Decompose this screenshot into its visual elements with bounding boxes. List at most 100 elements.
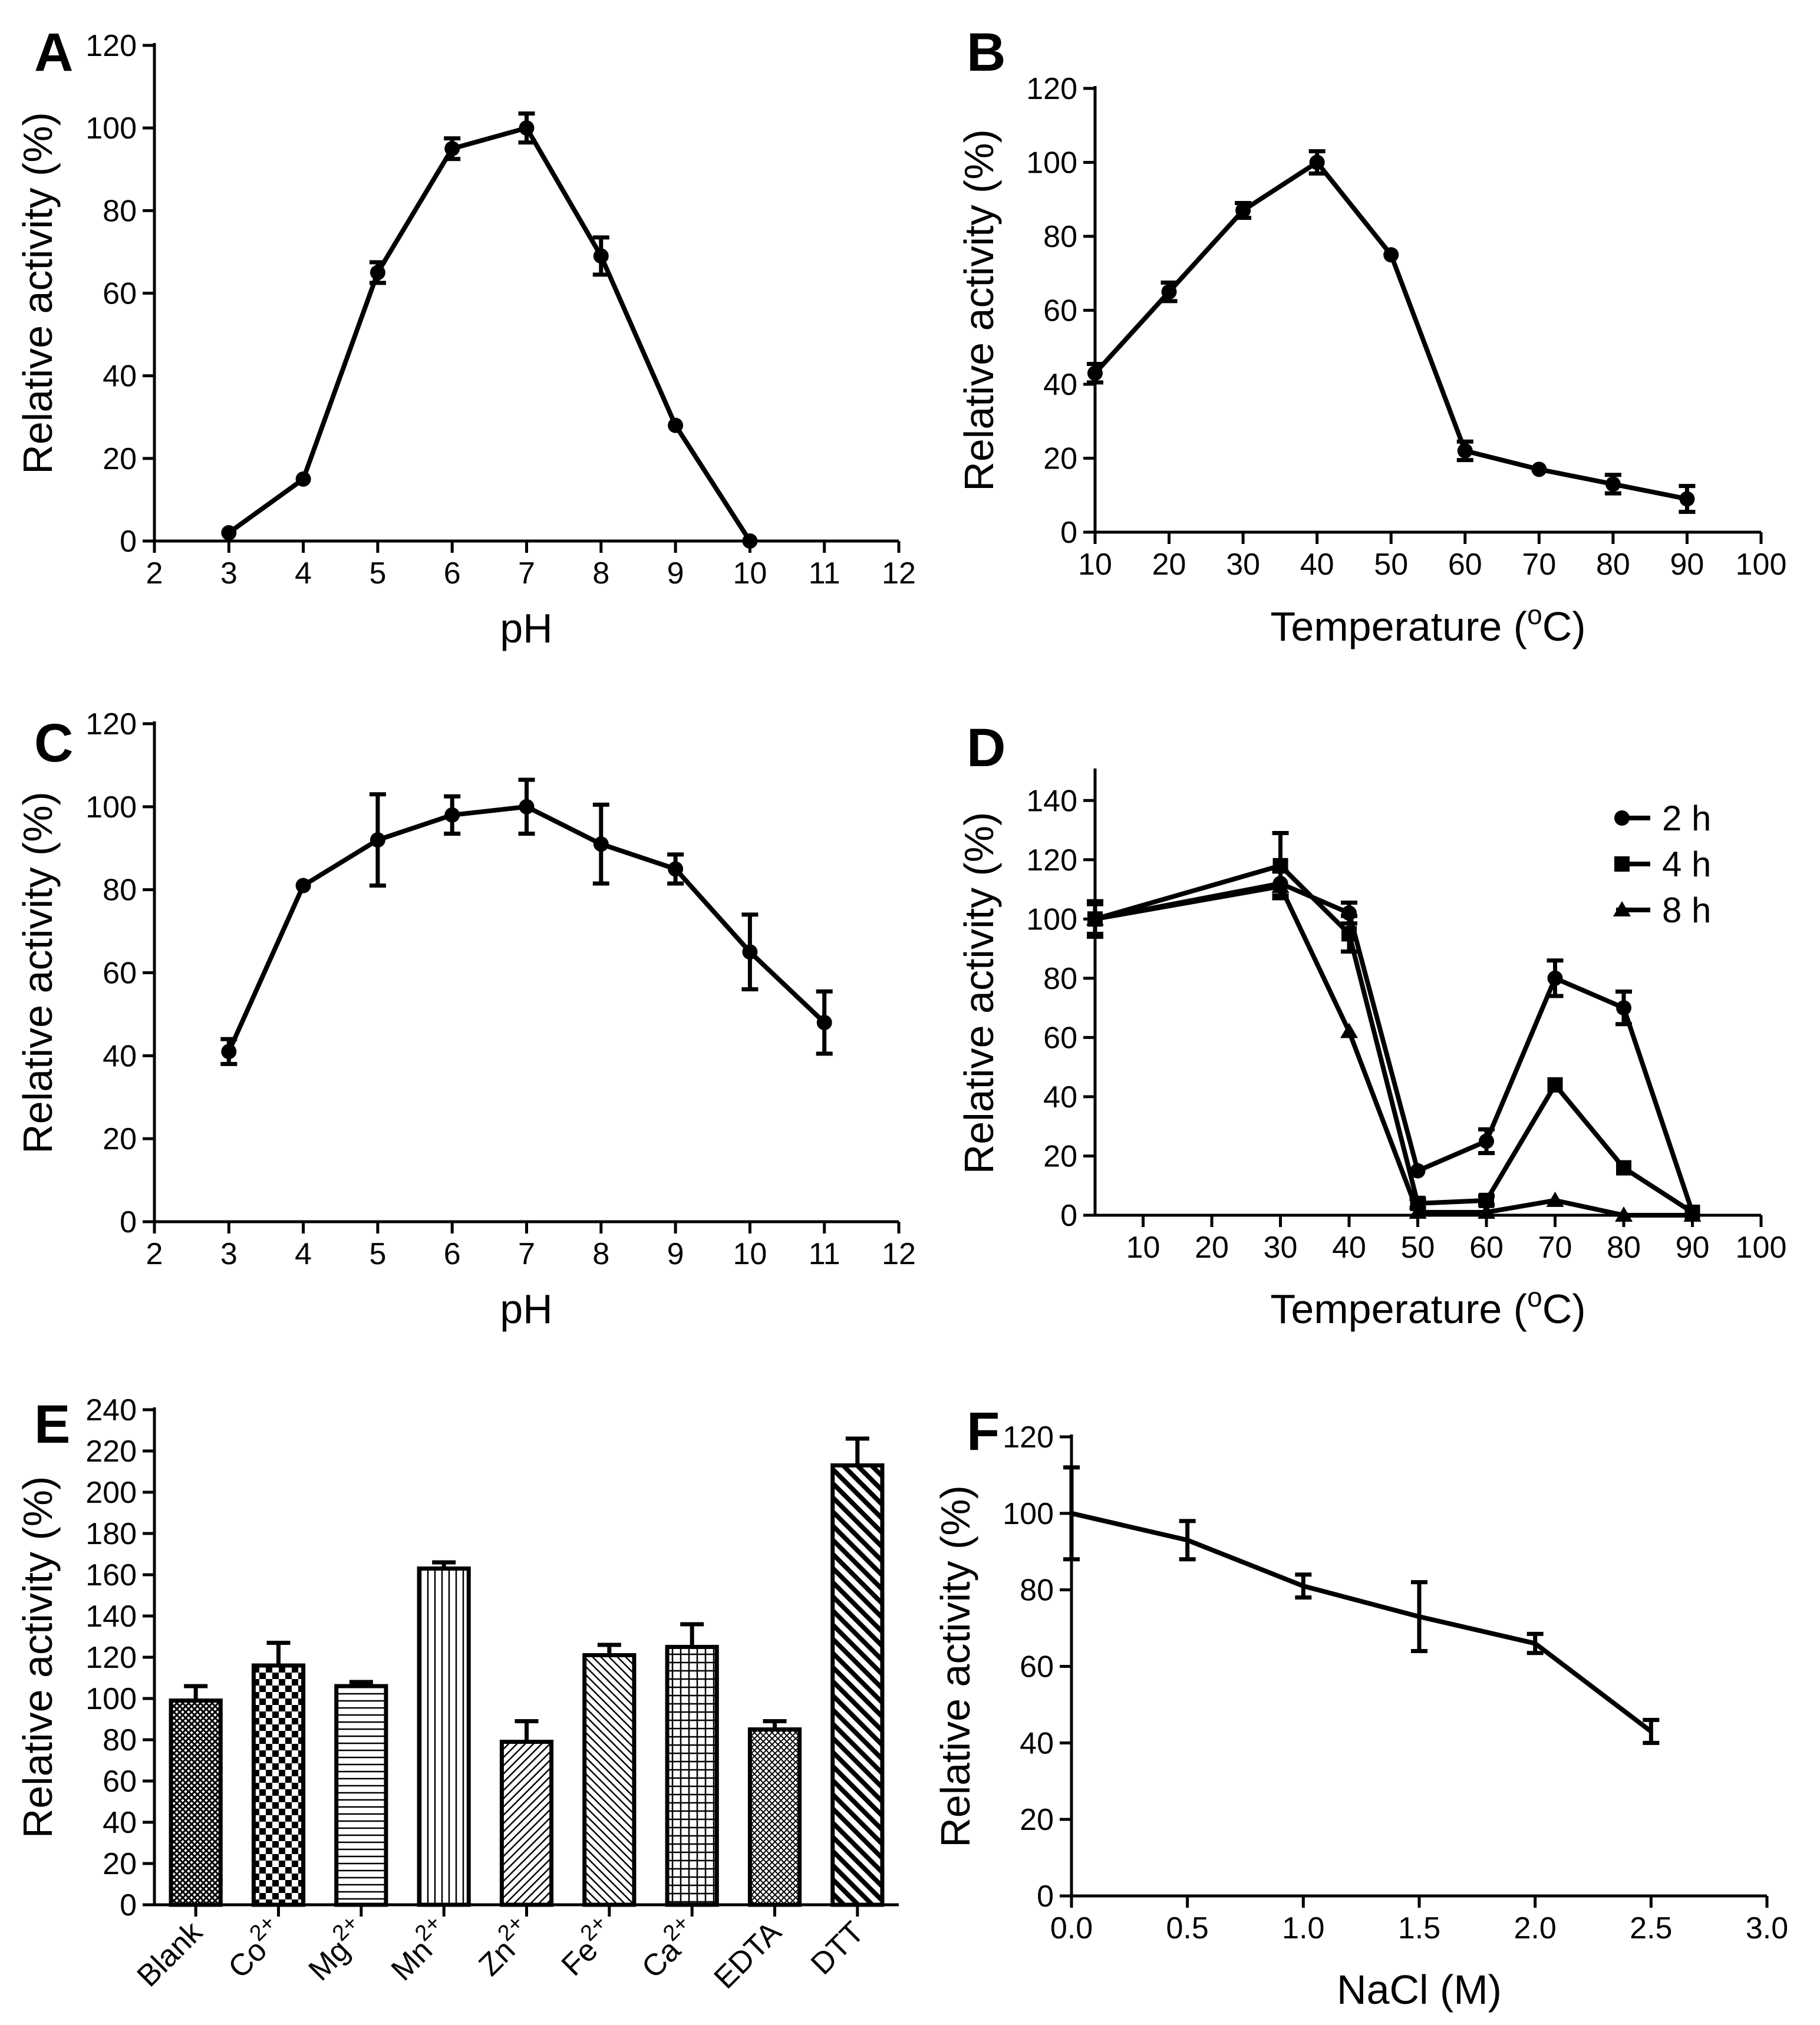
- data-point: [1531, 461, 1547, 477]
- data-point: [1272, 858, 1288, 873]
- y-tick-label: 120: [85, 1641, 137, 1675]
- y-tick-label: 80: [1043, 220, 1077, 254]
- x-axis-title: Temperature (oC): [1270, 1282, 1585, 1332]
- data-point: [1479, 1133, 1495, 1149]
- panel-letter: A: [34, 22, 73, 83]
- y-tick-label: 60: [1043, 294, 1077, 328]
- bar: [582, 1653, 637, 1907]
- data-point: [221, 1044, 237, 1060]
- y-axis-title: Relative activity (%): [15, 112, 61, 474]
- bar-ca: Ca2+: [635, 1622, 719, 1985]
- y-tick-label: 40: [1043, 1080, 1077, 1114]
- x-tick-label: 50: [1401, 1231, 1435, 1265]
- data-point: [295, 878, 311, 893]
- y-tick-label: 120: [1003, 1420, 1054, 1455]
- bar: [830, 1463, 885, 1907]
- axis-title-superscript: o: [1527, 1282, 1542, 1312]
- category-label-base: DTT: [805, 1915, 871, 1981]
- y-tick-label: 0: [120, 1888, 137, 1922]
- data-point: [1309, 154, 1325, 170]
- data-point: [593, 248, 609, 264]
- y-axis-title: Relative activity (%): [956, 812, 1002, 1175]
- panel-letter: D: [967, 718, 1005, 778]
- x-tick-label: 2.0: [1514, 1911, 1557, 1945]
- x-tick-label: 80: [1596, 548, 1630, 582]
- x-tick-label: 100: [1736, 548, 1787, 582]
- x-tick-label: 0.5: [1166, 1911, 1209, 1945]
- bar: [417, 1566, 471, 1907]
- data-point: [1410, 1163, 1426, 1179]
- data-point: [1546, 1191, 1564, 1207]
- series-line: [1071, 1510, 1653, 1734]
- panel-letter: F: [967, 1401, 1000, 1462]
- data-point: [742, 533, 758, 549]
- data-point: [370, 265, 385, 281]
- x-tick-label: 40: [1332, 1231, 1366, 1265]
- x-tick-label: 0.0: [1050, 1911, 1093, 1945]
- data-point: [816, 1015, 832, 1030]
- y-tick-label: 140: [85, 1599, 137, 1634]
- bar: [665, 1645, 719, 1907]
- data-point: [370, 832, 385, 848]
- y-tick-label: 60: [103, 957, 137, 991]
- y-tick-label: 20: [1020, 1803, 1054, 1837]
- y-tick-label: 120: [85, 29, 137, 63]
- data-point: [742, 944, 758, 960]
- bar-mn: Mn2+: [380, 1560, 471, 1988]
- y-tick-label: 20: [103, 1847, 137, 1881]
- category-label: Mn2+: [380, 1911, 457, 1988]
- category-label: Zn2+: [468, 1911, 540, 1983]
- data-point: [1547, 970, 1563, 986]
- y-tick-label: 0: [1037, 1879, 1054, 1914]
- y-tick-label: 100: [1003, 1497, 1054, 1531]
- panel-A: A 0 20 40 60 80 100 120 Relative activity (%) 2 3 4…: [15, 22, 916, 651]
- y-tick-label: 80: [1043, 962, 1077, 996]
- x-tick-label: 2: [146, 556, 163, 591]
- x-axis-title: Temperature (oC): [1270, 599, 1585, 649]
- y-tick-label: 80: [1020, 1574, 1054, 1608]
- series-4-h: [1087, 831, 1700, 1220]
- category-label: Blank: [131, 1915, 210, 1994]
- legend-marker: [1614, 810, 1630, 826]
- x-tick-label: 4: [295, 1237, 312, 1271]
- data-point: [1683, 1206, 1702, 1222]
- data-point: [221, 525, 237, 540]
- x-tick-label: 90: [1670, 548, 1704, 582]
- y-tick-label: 0: [1060, 516, 1077, 550]
- x-tick-label: 5: [369, 1237, 386, 1271]
- x-tick-label: 10: [733, 1237, 767, 1271]
- x-tick-label: 70: [1522, 548, 1556, 582]
- data-point: [519, 799, 535, 814]
- data-point: [1457, 443, 1473, 459]
- x-tick-label: 9: [667, 1237, 684, 1271]
- y-tick-label: 20: [1043, 442, 1077, 476]
- bar: [747, 1727, 802, 1907]
- x-tick-label: 6: [444, 556, 461, 591]
- y-tick-label: 40: [1020, 1726, 1054, 1760]
- data-point: [1161, 284, 1177, 300]
- y-tick-label: 120: [1026, 72, 1077, 106]
- axis-title-part: C): [1542, 603, 1586, 649]
- bar-co: Co2+: [222, 1641, 306, 1985]
- series-line: [1094, 884, 1693, 1218]
- category-label: EDTA: [708, 1915, 789, 1996]
- data-point: [1616, 1000, 1632, 1016]
- panel-B: B 0 20 40 60 80 100 120 Relative activity (%) 10 2…: [956, 22, 1786, 649]
- legend-label: 2 h: [1662, 799, 1711, 838]
- x-tick-label: 60: [1448, 548, 1482, 582]
- y-tick-label: 100: [85, 111, 137, 146]
- panel-letter: E: [34, 1394, 70, 1455]
- category-label: Fe2+: [550, 1911, 622, 1983]
- bar-fe: Fe2+: [550, 1643, 637, 1983]
- x-tick-label: 10: [1078, 548, 1112, 582]
- series-line: [226, 804, 826, 1053]
- x-tick-label: 2.5: [1630, 1911, 1672, 1945]
- y-tick-label: 80: [103, 1723, 137, 1757]
- series-line: [1094, 863, 1694, 1215]
- y-axis-title: Relative activity (%): [15, 1476, 61, 1839]
- data-point: [1087, 365, 1103, 381]
- series-line: [1094, 881, 1695, 1213]
- legend-label: 8 h: [1662, 891, 1711, 930]
- series-line: [1093, 160, 1688, 502]
- panel-letter: C: [34, 713, 73, 773]
